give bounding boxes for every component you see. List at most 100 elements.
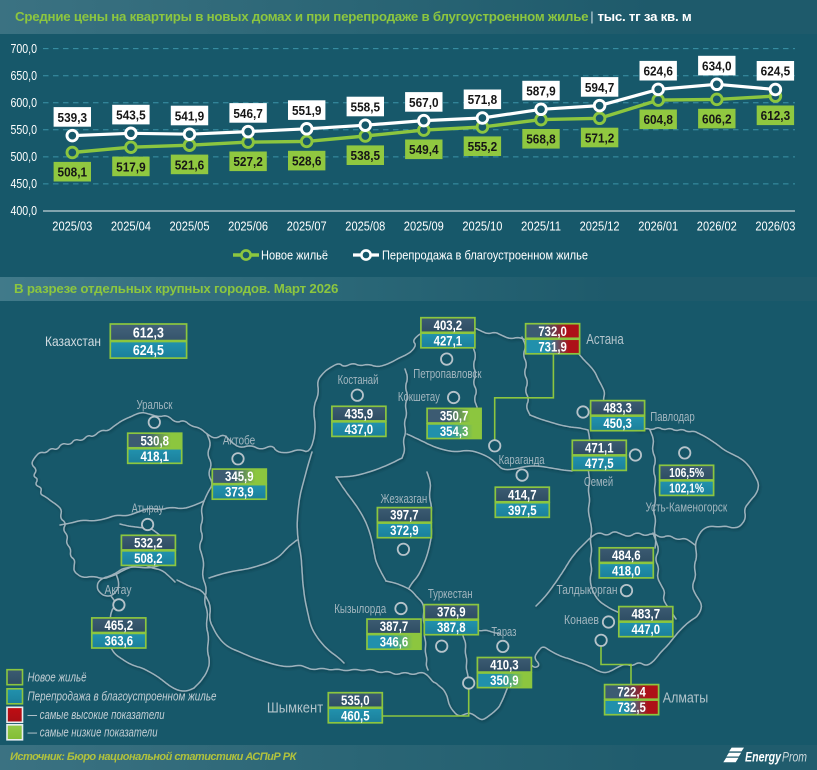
svg-text:418,0: 418,0 bbox=[612, 563, 641, 578]
svg-text:2025/09: 2025/09 bbox=[404, 219, 444, 234]
svg-text:Казахстан: Казахстан bbox=[45, 334, 101, 349]
svg-text:350,9: 350,9 bbox=[490, 673, 519, 688]
svg-text:594,7: 594,7 bbox=[585, 80, 615, 95]
svg-text:477,5: 477,5 bbox=[585, 456, 614, 471]
svg-text:535,0: 535,0 bbox=[341, 693, 370, 708]
svg-text:612,3: 612,3 bbox=[133, 326, 164, 342]
svg-text:2026/02: 2026/02 bbox=[697, 219, 737, 234]
svg-text:549,4: 549,4 bbox=[409, 142, 439, 157]
svg-text:555,2: 555,2 bbox=[468, 139, 498, 154]
svg-text:387,7: 387,7 bbox=[380, 619, 409, 634]
svg-text:346,6: 346,6 bbox=[380, 635, 409, 650]
svg-text:437,0: 437,0 bbox=[345, 422, 374, 437]
svg-text:539,3: 539,3 bbox=[58, 110, 88, 125]
svg-text:571,8: 571,8 bbox=[468, 92, 498, 107]
svg-text:Костанай: Костанай bbox=[338, 372, 379, 387]
svg-text:Талдыкорган: Талдыкорган bbox=[557, 582, 618, 597]
svg-text:418,1: 418,1 bbox=[140, 449, 169, 464]
svg-text:460,5: 460,5 bbox=[341, 708, 370, 723]
svg-text:2025/05: 2025/05 bbox=[170, 219, 210, 234]
svg-text:532,2: 532,2 bbox=[134, 535, 163, 550]
svg-text:2025/12: 2025/12 bbox=[580, 219, 620, 234]
svg-text:Семей: Семей bbox=[584, 474, 613, 489]
svg-text:450,0: 450,0 bbox=[11, 177, 38, 191]
svg-text:435,9: 435,9 bbox=[345, 406, 374, 421]
svg-text:612,3: 612,3 bbox=[761, 108, 791, 123]
svg-text:541,9: 541,9 bbox=[175, 108, 205, 123]
svg-text:624,5: 624,5 bbox=[761, 64, 791, 79]
svg-text:447,0: 447,0 bbox=[632, 622, 661, 637]
svg-text:Жезказган: Жезказган bbox=[381, 491, 428, 506]
svg-text:Уральск: Уральск bbox=[137, 397, 173, 412]
svg-text:Актобе: Актобе bbox=[223, 433, 256, 448]
svg-text:700,0: 700,0 bbox=[11, 42, 38, 56]
svg-text:2026/03: 2026/03 bbox=[755, 219, 795, 234]
svg-text:551,9: 551,9 bbox=[292, 103, 322, 118]
svg-text:350,7: 350,7 bbox=[440, 409, 469, 424]
svg-text:606,2: 606,2 bbox=[702, 112, 732, 127]
svg-text:Шымкент: Шымкент bbox=[267, 701, 324, 717]
svg-text:538,5: 538,5 bbox=[351, 148, 381, 163]
svg-text:Тараз: Тараз bbox=[491, 624, 516, 639]
svg-text:450,3: 450,3 bbox=[603, 416, 632, 431]
svg-text:Туркестан: Туркестан bbox=[428, 586, 473, 601]
svg-text:587,9: 587,9 bbox=[526, 84, 556, 99]
svg-text:624,6: 624,6 bbox=[643, 64, 673, 79]
svg-text:403,2: 403,2 bbox=[434, 318, 463, 333]
svg-text:600,0: 600,0 bbox=[11, 96, 38, 110]
svg-text:508,2: 508,2 bbox=[134, 551, 163, 566]
svg-text:372,9: 372,9 bbox=[390, 523, 419, 538]
svg-text:634,0: 634,0 bbox=[702, 59, 732, 74]
svg-text:2025/08: 2025/08 bbox=[345, 219, 385, 234]
svg-text:106,5%: 106,5% bbox=[669, 465, 704, 480]
svg-text:2025/03: 2025/03 bbox=[52, 219, 92, 234]
svg-text:376,9: 376,9 bbox=[437, 605, 466, 620]
svg-text:543,5: 543,5 bbox=[116, 108, 146, 123]
svg-text:— самые высокие показатели: — самые высокие показатели bbox=[27, 708, 165, 722]
svg-text:567,0: 567,0 bbox=[409, 95, 439, 110]
svg-text:363,6: 363,6 bbox=[105, 634, 134, 649]
svg-text:Алматы: Алматы bbox=[663, 691, 708, 707]
svg-text:546,7: 546,7 bbox=[233, 106, 263, 121]
svg-text:521,6: 521,6 bbox=[175, 157, 205, 172]
svg-text:Energy: Energy bbox=[745, 750, 782, 765]
svg-text:530,8: 530,8 bbox=[140, 433, 169, 448]
svg-text:604,8: 604,8 bbox=[643, 112, 673, 127]
svg-text:427,1: 427,1 bbox=[434, 333, 463, 348]
svg-text:Новое жильё: Новое жильё bbox=[261, 248, 328, 263]
svg-text:397,5: 397,5 bbox=[508, 503, 537, 518]
svg-text:483,3: 483,3 bbox=[603, 401, 632, 416]
svg-text:Атырау: Атырау bbox=[132, 501, 164, 516]
svg-text:410,3: 410,3 bbox=[490, 658, 519, 673]
svg-text:508,1: 508,1 bbox=[58, 165, 88, 180]
svg-text:731,9: 731,9 bbox=[538, 339, 567, 354]
svg-text:483,7: 483,7 bbox=[632, 607, 661, 622]
svg-text:732,5: 732,5 bbox=[617, 700, 646, 715]
svg-text:465,2: 465,2 bbox=[105, 618, 134, 633]
svg-text:373,9: 373,9 bbox=[225, 485, 254, 500]
svg-text:Караганда: Караганда bbox=[499, 452, 546, 467]
svg-text:397,7: 397,7 bbox=[390, 508, 419, 523]
svg-text:550,0: 550,0 bbox=[11, 123, 38, 137]
svg-text:624,5: 624,5 bbox=[133, 343, 164, 359]
svg-text:2026/01: 2026/01 bbox=[638, 219, 678, 234]
svg-text:— самые низкие показатели: — самые низкие показатели bbox=[27, 726, 158, 740]
svg-text:102,1%: 102,1% bbox=[669, 481, 704, 496]
svg-text:650,0: 650,0 bbox=[11, 69, 38, 83]
svg-text:Кокшетау: Кокшетау bbox=[398, 389, 440, 404]
svg-text:Петропавловск: Петропавловск bbox=[413, 366, 482, 381]
svg-text:Prom: Prom bbox=[782, 750, 807, 765]
svg-text:2025/07: 2025/07 bbox=[287, 219, 327, 234]
svg-text:484,6: 484,6 bbox=[612, 548, 641, 563]
svg-text:2025/04: 2025/04 bbox=[111, 219, 151, 234]
svg-text:2025/11: 2025/11 bbox=[521, 219, 561, 234]
svg-text:527,2: 527,2 bbox=[233, 154, 263, 169]
svg-text:571,2: 571,2 bbox=[585, 130, 615, 145]
svg-text:517,9: 517,9 bbox=[116, 159, 146, 174]
svg-text:500,0: 500,0 bbox=[11, 150, 38, 164]
svg-text:400,0: 400,0 bbox=[11, 204, 38, 218]
svg-text:345,9: 345,9 bbox=[225, 469, 254, 484]
svg-text:Кызылорда: Кызылорда bbox=[334, 601, 387, 616]
svg-text:Конаев: Конаев bbox=[564, 612, 599, 627]
svg-text:2025/06: 2025/06 bbox=[228, 219, 268, 234]
